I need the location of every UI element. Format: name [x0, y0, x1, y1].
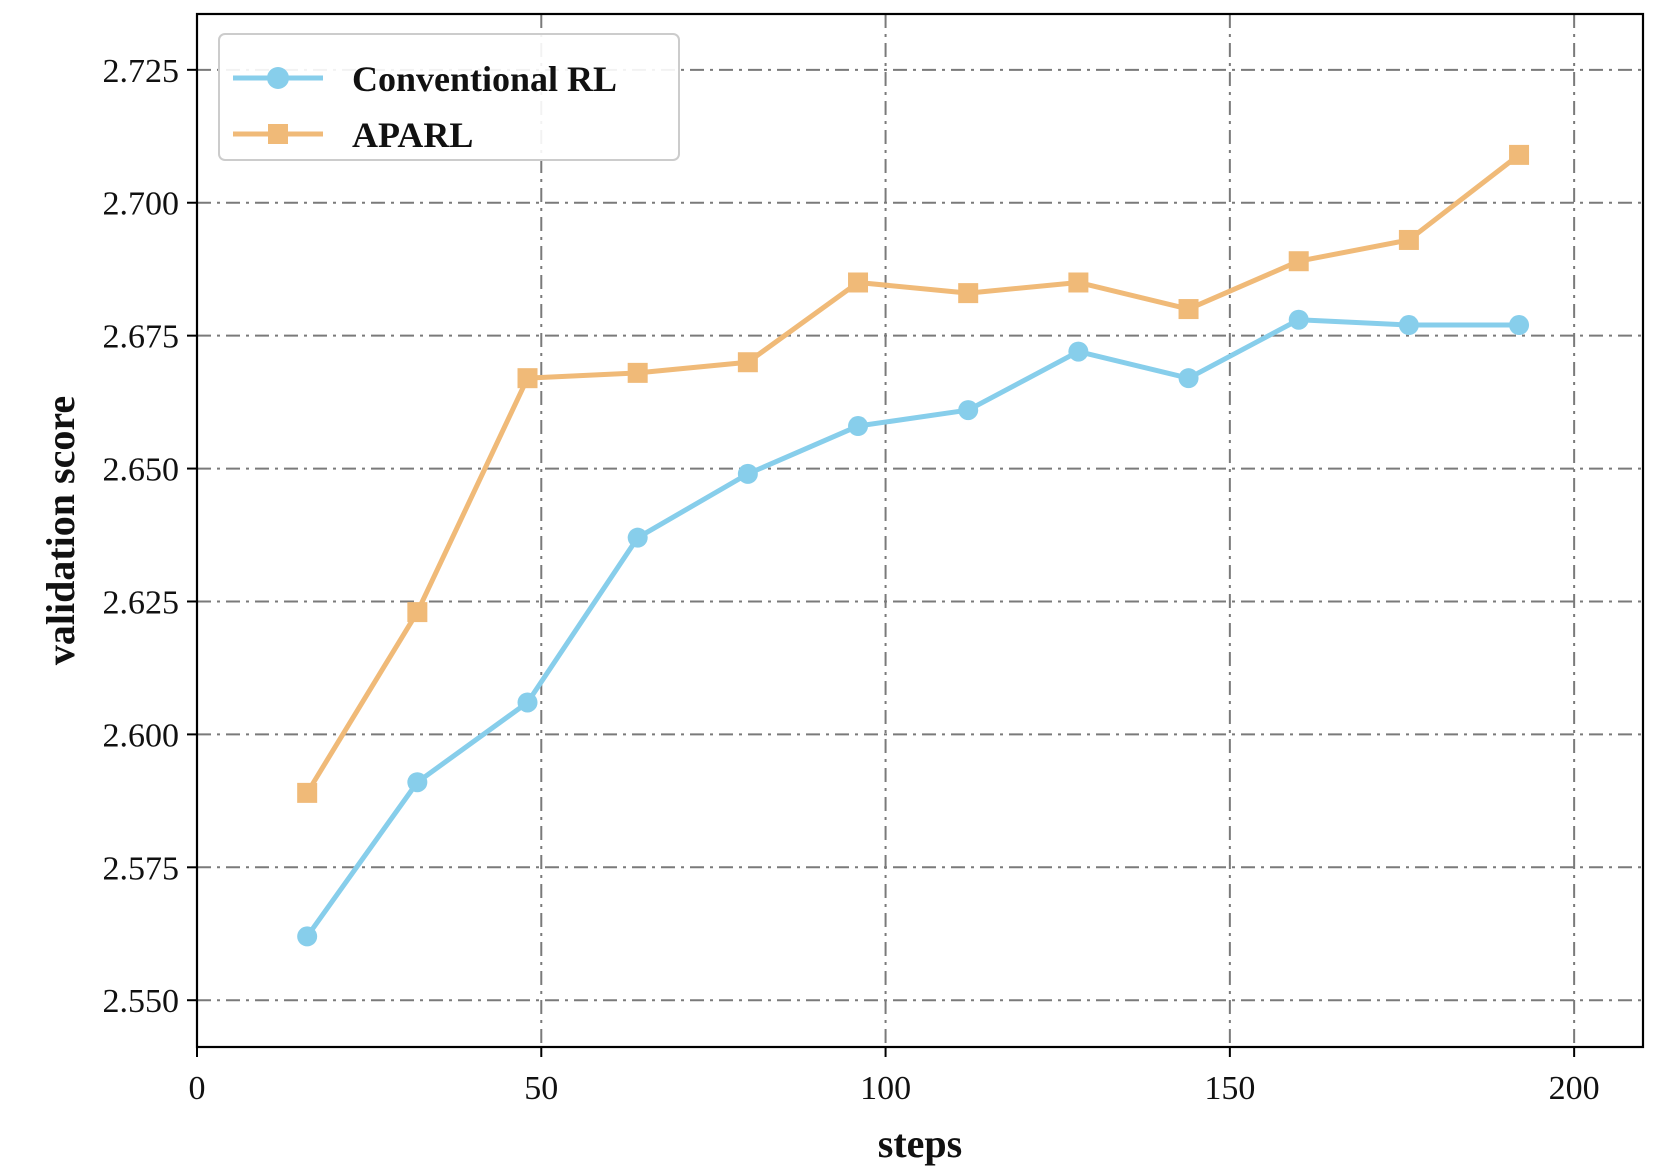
y-tick-label: 2.550: [103, 983, 180, 1020]
y-tick-label: 2.575: [103, 850, 180, 887]
y-tick-label: 2.600: [103, 717, 180, 754]
y-tick-label: 2.725: [103, 53, 180, 90]
data-point: [737, 352, 758, 373]
y-tick-label: 2.650: [103, 452, 180, 489]
data-point: [1178, 299, 1199, 320]
y-tick-label: 2.625: [103, 584, 180, 621]
data-point: [1178, 368, 1199, 389]
series-line: [305, 317, 1520, 938]
legend-box: [218, 33, 680, 161]
series-layer: [297, 144, 1530, 947]
data-point: [297, 926, 318, 947]
data-point: [1509, 315, 1530, 336]
x-axis-title: steps: [878, 1121, 962, 1166]
data-point: [517, 368, 538, 389]
data-point: [737, 463, 758, 484]
data-point: [1398, 229, 1419, 250]
data-point: [627, 527, 648, 548]
data-point: [517, 692, 538, 713]
data-point: [627, 362, 648, 383]
data-point: [407, 602, 428, 623]
x-tick-label: 50: [524, 1070, 558, 1107]
data-point: [1288, 309, 1309, 330]
data-point: [1509, 144, 1530, 165]
series-line: [305, 152, 1521, 795]
legend-label-conventional-rl: Conventional RL: [352, 59, 617, 99]
plot-frame: [195, 12, 1645, 1049]
x-tick-label: 100: [860, 1070, 911, 1107]
data-point: [407, 772, 428, 793]
data-point: [1288, 251, 1309, 272]
y-tick-label: 2.700: [103, 186, 180, 223]
series-aparl: [297, 144, 1530, 803]
data-point: [958, 283, 979, 304]
legend: Conventional RL APARL: [218, 33, 680, 161]
data-point: [1068, 272, 1089, 293]
legend-marker-aparl: [268, 124, 288, 144]
data-point: [848, 272, 869, 293]
y-axis-title: validation score: [38, 396, 83, 665]
x-tick-label: 0: [189, 1070, 206, 1107]
series-conventional-rl: [297, 309, 1530, 947]
data-point: [958, 400, 979, 421]
legend-marker-conventional-rl: [267, 67, 289, 89]
data-point: [297, 782, 318, 803]
axis-ticks: 2.550 2.575 2.600 2.625 2.650 2.675 2.700 2.725…: [103, 53, 1600, 1107]
data-point: [1068, 341, 1089, 362]
x-tick-label: 200: [1549, 1070, 1600, 1107]
y-tick-label: 2.675: [103, 319, 180, 356]
data-point: [848, 416, 869, 437]
data-point: [1398, 315, 1419, 336]
x-tick-label: 150: [1204, 1070, 1255, 1107]
legend-label-aparl: APARL: [352, 115, 473, 155]
